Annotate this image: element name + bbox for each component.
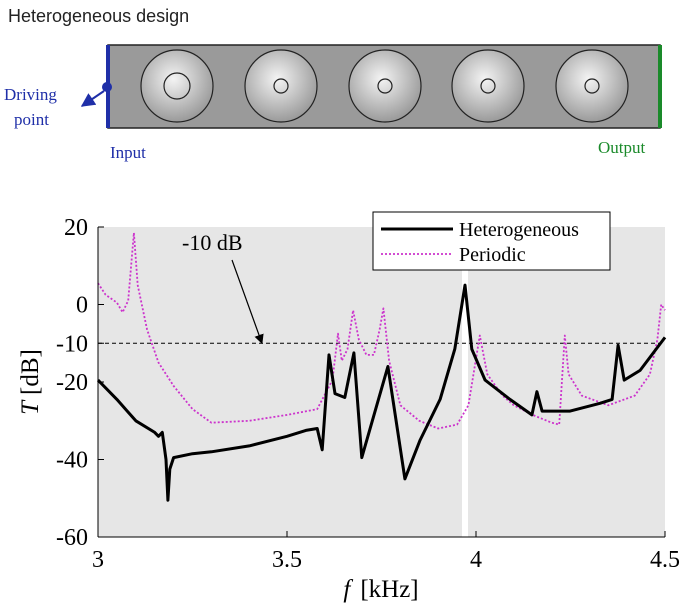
x-tick-label: 4.5: [650, 547, 680, 573]
x-axis-unit: [kHz]: [360, 576, 418, 603]
x-axis-label: f [kHz]: [343, 576, 418, 603]
resonator-core: [480, 78, 496, 94]
resonator-core: [163, 72, 191, 100]
diagram: Heterogeneous design Driving point Input…: [4, 6, 662, 162]
series-line: [96, 283, 667, 502]
driving-label: point: [14, 110, 49, 129]
legend-label: Periodic: [459, 244, 526, 266]
y-axis-symbol: T: [17, 399, 44, 415]
y-axis-unit: [dB]: [17, 349, 44, 395]
x-tick-label: 3: [92, 547, 104, 573]
plot-area: [98, 227, 665, 537]
gap-strip: [462, 227, 468, 537]
annotation-arrow: [231, 259, 264, 345]
y-tick-label: 0: [76, 293, 88, 319]
resonator-core: [273, 78, 289, 94]
resonator: [555, 49, 629, 123]
y-tick-label: -40: [56, 448, 88, 474]
resonator: [244, 49, 318, 123]
x-tick-label: 4: [470, 547, 482, 573]
driving-label: Driving: [4, 85, 57, 104]
legend-box: [372, 211, 611, 271]
y-tick-label: -20: [56, 370, 88, 396]
y-tick-label: 20: [64, 215, 88, 241]
resonator: [451, 49, 525, 123]
series-line: [97, 231, 666, 430]
driving-arrow: [80, 90, 105, 107]
output-label: Output: [598, 138, 646, 157]
y-tick-label: -10: [56, 331, 88, 357]
x-tick-label: 3.5: [272, 547, 302, 573]
resonator-core: [584, 78, 600, 94]
diagram-title: Heterogeneous design: [8, 6, 189, 26]
y-tick-label: -60: [56, 525, 88, 551]
driving-dot: [102, 82, 112, 92]
resonator: [140, 49, 214, 123]
resonator: [348, 49, 422, 123]
resonator-core: [377, 78, 393, 94]
legend-label: Heterogeneous: [459, 219, 579, 241]
annotation: -10 dB: [182, 230, 243, 255]
input-label: Input: [110, 143, 146, 162]
x-axis-symbol: f: [343, 576, 353, 603]
chart: -10 dB 3 3.5 4 4.5 -60 -40 -20 -10 0 20 f [kHz] T [dB]…: [17, 211, 680, 603]
y-axis-label: T [dB]: [17, 349, 44, 415]
